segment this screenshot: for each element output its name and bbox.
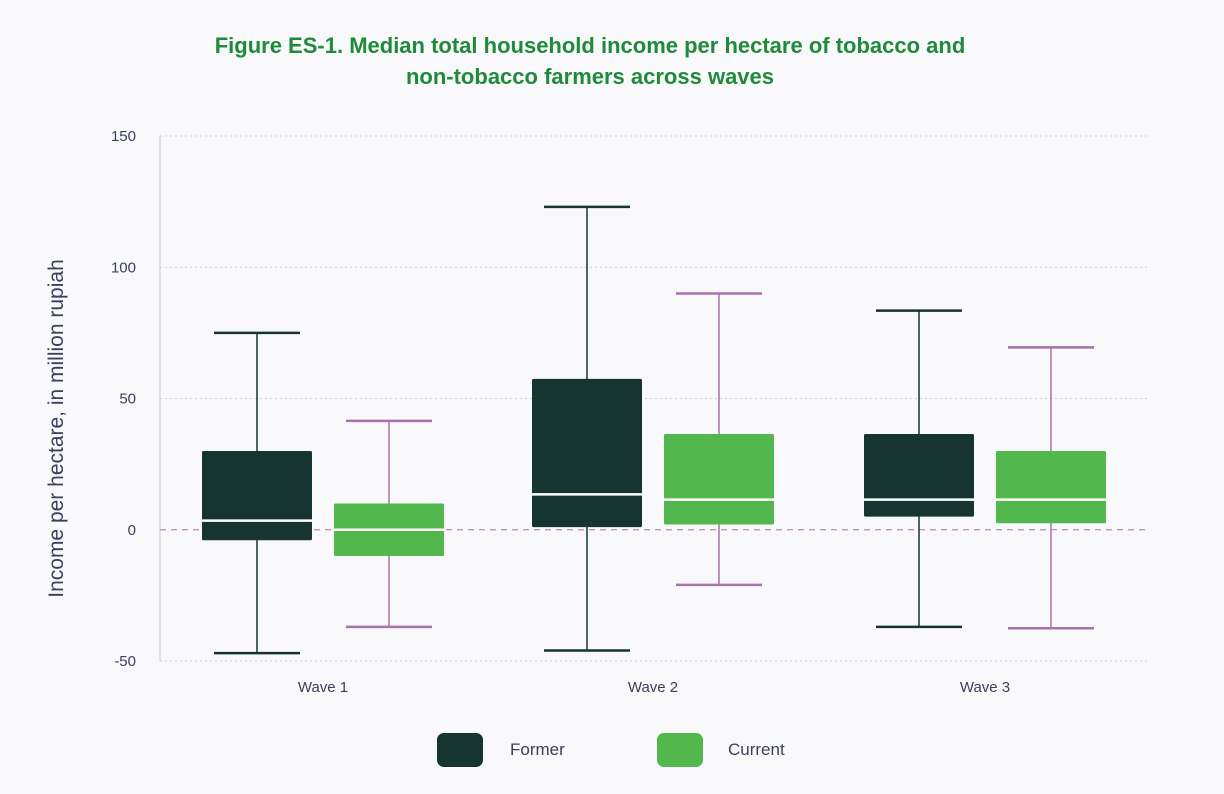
box-current bbox=[996, 451, 1106, 524]
box-former bbox=[864, 433, 974, 517]
y-tick-label: 0 bbox=[128, 522, 136, 539]
legend-label-former: Former bbox=[510, 740, 565, 759]
box-former bbox=[532, 378, 642, 528]
y-tick-label: -50 bbox=[114, 653, 136, 670]
chart-title: Figure ES-1. Median total household inco… bbox=[150, 30, 1030, 92]
box-former bbox=[202, 451, 312, 541]
legend-label-current: Current bbox=[728, 740, 785, 759]
legend-swatch-current bbox=[657, 733, 703, 767]
x-tick-label: Wave 2 bbox=[628, 679, 678, 696]
y-axis-label: Income per hectare, in million rupiah bbox=[45, 259, 68, 598]
y-tick-label: 100 bbox=[111, 259, 136, 276]
x-tick-label: Wave 3 bbox=[960, 679, 1010, 696]
chart-title-line-2: non-tobacco farmers across waves bbox=[405, 64, 775, 89]
y-tick-label: 50 bbox=[119, 391, 136, 408]
legend-swatch-former bbox=[437, 733, 483, 767]
x-tick-label: Wave 1 bbox=[298, 679, 348, 696]
box-current bbox=[664, 433, 774, 525]
y-tick-label: 150 bbox=[111, 128, 136, 145]
chart-title-line-1: Figure ES-1. Median total household inco… bbox=[214, 33, 966, 58]
